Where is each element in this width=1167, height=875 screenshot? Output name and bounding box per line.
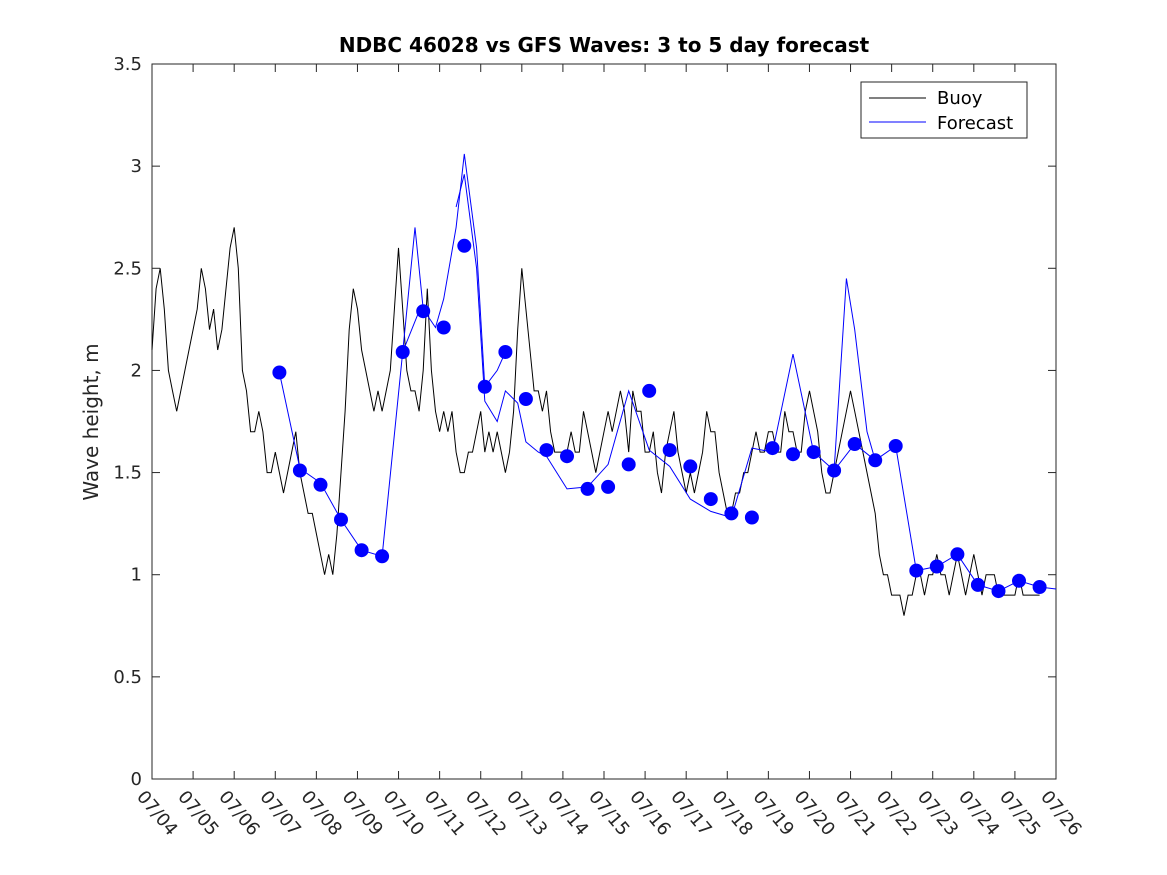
y-tick-label: 1 [131, 565, 142, 586]
legend: Buoy Forecast [860, 81, 1028, 139]
x-tick-label: 07/14 [543, 787, 592, 840]
forecast-point [786, 447, 800, 462]
x-tick-label: 07/20 [790, 787, 839, 840]
forecast-point [744, 510, 759, 525]
series-layer [151, 153, 1057, 616]
forecast-point [313, 477, 328, 492]
forecast-point [806, 445, 821, 460]
x-tick-label: 07/05 [173, 787, 222, 840]
forecast-point [662, 443, 677, 458]
forecast-point [703, 492, 718, 507]
x-tick-label: 07/23 [913, 787, 962, 840]
x-tick-label: 07/19 [749, 787, 798, 840]
forecast-point [868, 453, 883, 468]
y-tick-label: 3 [131, 156, 142, 177]
y-tick-label: 0 [131, 769, 142, 790]
y-tick-label: 2 [131, 360, 142, 381]
forecast-point [1032, 580, 1047, 594]
forecast-point [642, 383, 657, 398]
forecast-point [580, 481, 595, 496]
forecast-point [292, 463, 307, 478]
forecast-point [518, 392, 533, 406]
forecast-point [683, 459, 698, 474]
x-tick-label: 07/15 [584, 787, 633, 840]
y-tick-label: 1.5 [113, 463, 142, 484]
chart-title: NDBC 46028 vs GFS Waves: 3 to 5 day fore… [339, 33, 870, 57]
forecast-point [1012, 573, 1026, 588]
x-tick-label: 07/12 [461, 787, 510, 840]
forecast-point [334, 512, 348, 527]
x-tick-label: 07/16 [625, 787, 674, 840]
forecast-point [888, 439, 903, 453]
forecast-point [354, 543, 369, 558]
x-tick-label: 07/04 [132, 787, 181, 840]
x-tick-label: 07/13 [502, 787, 551, 840]
forecast-point [436, 320, 451, 335]
forecast-point [621, 457, 636, 472]
legend-label-forecast: Forecast [937, 113, 1013, 134]
legend-box [860, 81, 1028, 139]
forecast-point [950, 547, 965, 562]
x-tick-label: 07/18 [707, 787, 756, 840]
y-axis: 0 0.5 1 1.5 2 2.5 3 3.5 [113, 54, 1056, 790]
x-tick-label: 07/09 [338, 787, 387, 840]
plot-area [151, 63, 1057, 780]
forecast-point [991, 584, 1006, 599]
forecast-point [477, 379, 492, 394]
x-tick-label: 07/08 [297, 787, 346, 840]
x-tick-label: 07/11 [420, 787, 469, 840]
forecast-point [827, 463, 842, 478]
forecast-point [970, 577, 985, 592]
x-tick-label: 07/22 [872, 787, 921, 840]
x-tick-label: 07/24 [954, 787, 1003, 840]
y-axis-label: Wave height, m [79, 343, 103, 500]
x-tick-label: 07/06 [214, 787, 263, 840]
forecast-point [272, 365, 287, 380]
x-tick-label: 07/17 [666, 787, 715, 840]
forecast-point [929, 559, 944, 574]
forecast-point [765, 441, 780, 456]
legend-label-buoy: Buoy [937, 88, 983, 109]
x-tick-label: 07/21 [831, 787, 880, 840]
y-tick-label: 2.5 [113, 258, 142, 279]
forecast-point [539, 443, 554, 458]
x-tick-label: 07/25 [995, 787, 1044, 840]
forecast-point [395, 345, 410, 359]
y-tick-label: 0.5 [113, 667, 142, 688]
forecast-point [498, 345, 513, 359]
forecast-point [457, 238, 472, 253]
forecast-point [724, 506, 739, 521]
forecast-point [847, 437, 862, 451]
y-tick-label: 3.5 [113, 54, 142, 75]
forecast-point [375, 549, 390, 564]
x-tick-label: 07/07 [255, 787, 304, 840]
x-tick-label: 07/26 [1036, 787, 1085, 840]
x-tick-label: 07/10 [379, 787, 428, 840]
forecast-point [909, 563, 924, 578]
forecast-point [601, 479, 616, 494]
forecast-point [560, 449, 574, 464]
forecast-run-line [455, 174, 650, 490]
forecast-point [416, 304, 431, 319]
